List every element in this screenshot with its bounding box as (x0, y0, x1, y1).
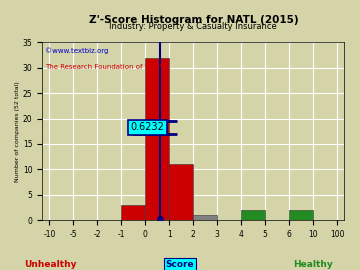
Text: Industry: Property & Casualty Insurance: Industry: Property & Casualty Insurance (109, 22, 277, 31)
Bar (193, 215, 217, 220)
Title: Z'-Score Histogram for NATL (2015): Z'-Score Histogram for NATL (2015) (89, 15, 298, 25)
Bar (289, 210, 313, 220)
Bar (121, 205, 145, 220)
Text: 0.6232: 0.6232 (131, 123, 165, 133)
Text: Unhealthy: Unhealthy (24, 260, 77, 269)
Text: The Research Foundation of SUNY: The Research Foundation of SUNY (45, 64, 164, 70)
Text: ©www.textbiz.org: ©www.textbiz.org (45, 48, 109, 55)
Text: Healthy: Healthy (293, 260, 333, 269)
Text: Score: Score (166, 260, 194, 269)
Bar (169, 164, 193, 220)
Y-axis label: Number of companies (52 total): Number of companies (52 total) (15, 81, 20, 182)
Bar (145, 58, 169, 220)
Bar (241, 210, 265, 220)
